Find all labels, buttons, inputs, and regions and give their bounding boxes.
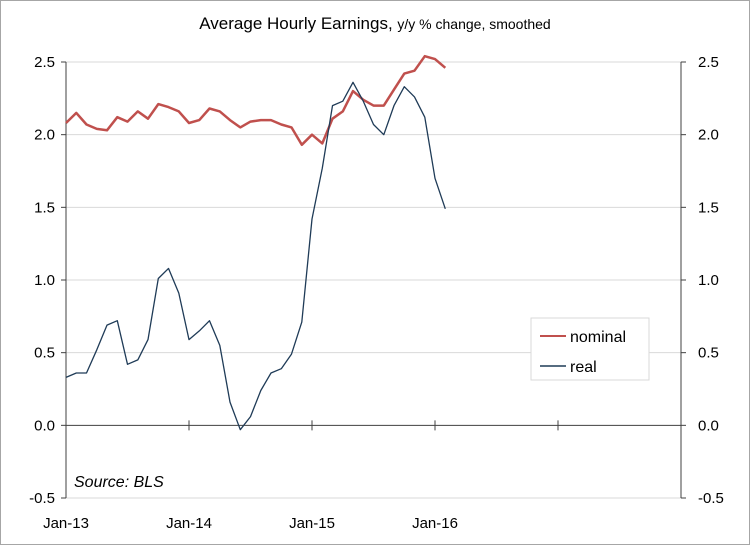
y-axis-right-ticks: 2.5 2.0 1.5 1.0 0.5 0.0 -0.5 [681,54,724,507]
gridlines [66,61,681,499]
y-tick-label: 2.5 [34,54,55,71]
series-line-real [65,81,446,431]
y2-tick-label: 2.0 [698,127,719,144]
y2-tick-label: 0.5 [698,345,719,362]
legend-label-real: real [570,359,597,376]
y-axis-left-ticks: 2.5 2.0 1.5 1.0 0.5 0.0 -0.5 [29,54,66,507]
y-tick-label: 2.0 [34,127,55,144]
legend-box [530,317,650,381]
y2-tick-label: -0.5 [698,490,724,507]
y2-tick-label: 2.5 [698,54,719,71]
y-tick-label: 0.5 [34,345,55,362]
y2-tick-label: 1.5 [698,199,719,216]
y2-tick-label: 1.0 [698,272,719,289]
y-tick-label: -0.5 [29,490,55,507]
y-tick-label: 0.0 [34,417,55,434]
y2-tick-label: 0.0 [698,417,719,434]
y-tick-label: 1.0 [34,272,55,289]
x-tick-label: Jan-16 [412,515,458,532]
legend: nominal real [530,317,650,381]
series-lines [65,54,447,431]
x-axis-ticks: Jan-13 Jan-14 Jan-15 Jan-16 [43,420,559,532]
x-tick-label: Jan-15 [289,515,335,532]
source-note: Source: BLS [74,474,164,491]
series-line-nominal [65,54,447,147]
legend-label-nominal: nominal [570,329,626,346]
chart-title: Average Hourly Earnings, y/y % change, s… [199,14,550,33]
x-tick-label: Jan-13 [43,515,89,532]
x-tick-label: Jan-14 [166,515,212,532]
y-tick-label: 1.5 [34,199,55,216]
